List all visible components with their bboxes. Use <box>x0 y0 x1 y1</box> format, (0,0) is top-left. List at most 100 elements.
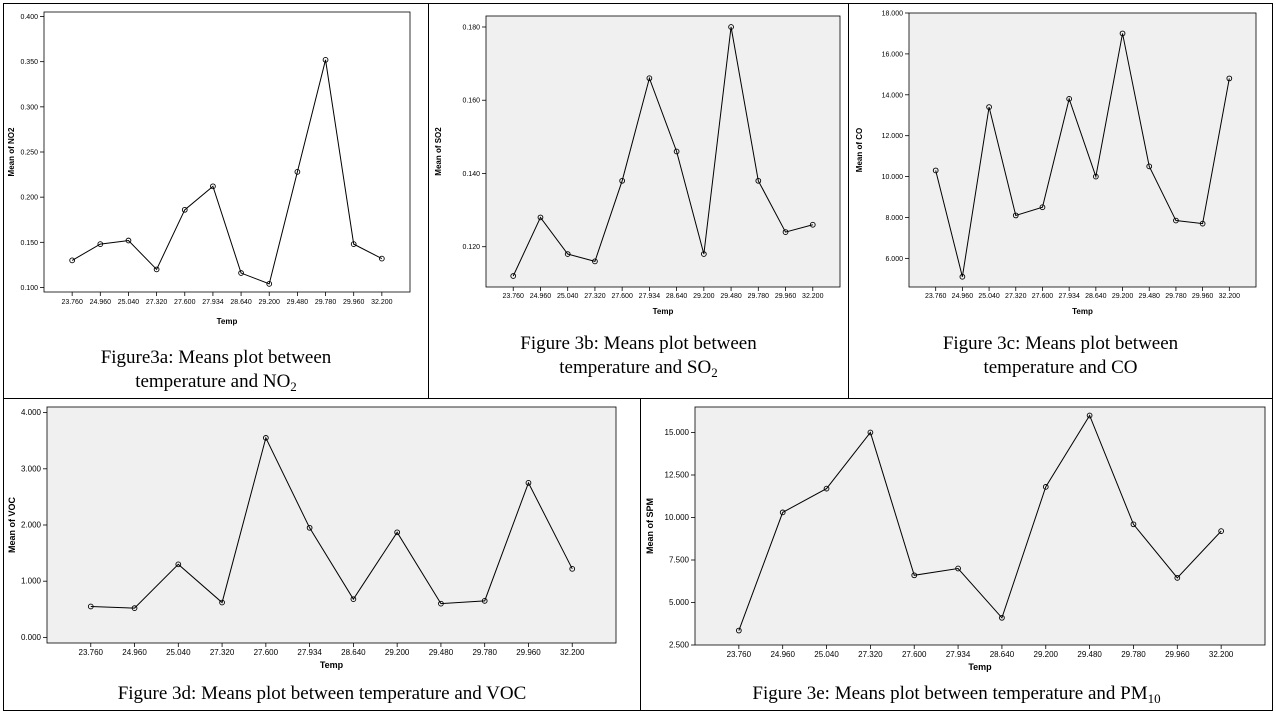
plot-area <box>46 406 617 644</box>
x-axis-label: Temp <box>1072 307 1093 316</box>
data-point <box>735 627 742 634</box>
data-point <box>175 561 182 568</box>
series-line <box>512 26 813 277</box>
data-point <box>294 169 301 175</box>
x-axis-label: Temp <box>653 307 674 316</box>
x-tick-label: 23.760 <box>61 299 83 306</box>
data-point <box>125 237 132 244</box>
plot-area <box>908 12 1257 288</box>
y-tick-label: 7.500 <box>669 556 690 565</box>
y-tick-label: 0.300 <box>20 104 38 111</box>
figure-3d: 0.000 1.000 2.000 3.000 4.000 23.760 24.960 25.… <box>4 399 640 711</box>
caption-3d-line1: Figure 3d: Means plot between temperatur… <box>117 683 527 704</box>
x-tick-label: 27.600 <box>174 299 196 306</box>
x-tick-label: 29.480 <box>1077 650 1102 659</box>
data-point <box>1199 220 1206 227</box>
series-line <box>71 59 383 285</box>
chart-3c: 6.000 8.000 10.000 12.000 14.000 16.000 18.000… <box>855 11 1257 316</box>
y-axis-label: Mean of SO2 <box>434 127 443 176</box>
y-tick-label: 15.000 <box>665 428 690 437</box>
y-tick-label: 8.000 <box>885 215 903 222</box>
data-point <box>1130 521 1137 528</box>
x-tick-label: 25.040 <box>978 293 1000 300</box>
x-tick-label: 29.960 <box>1192 293 1214 300</box>
x-axis-label: Temp <box>320 660 344 670</box>
series-line <box>738 414 1222 631</box>
x-tick-label: 28.640 <box>666 293 688 300</box>
data-point <box>131 605 138 612</box>
x-tick-label: 27.320 <box>210 648 235 657</box>
series-line <box>935 33 1230 277</box>
data-point <box>322 57 329 63</box>
data-point <box>569 565 576 572</box>
data-point <box>959 273 966 280</box>
data-point <box>999 614 1005 621</box>
caption-3b-line2-text: temperature and SO <box>559 357 712 378</box>
x-tick-label: 27.320 <box>146 299 168 306</box>
x-tick-label: 29.200 <box>259 299 281 306</box>
data-point <box>1066 96 1073 102</box>
caption-3e-subscript: 10 <box>1147 691 1161 706</box>
x-tick-label: 29.780 <box>315 299 337 306</box>
data-point <box>262 435 269 441</box>
data-point <box>911 572 918 579</box>
x-tick-label: 29.480 <box>287 299 309 306</box>
y-tick-label: 0.100 <box>20 285 38 292</box>
plot-area <box>485 15 841 288</box>
data-point <box>867 429 874 436</box>
caption-3e-line1: Figure 3e: Means plot between temperatur… <box>641 682 1272 706</box>
data-point <box>592 258 598 265</box>
x-tick-label: 28.640 <box>1085 293 1107 300</box>
col-divider-top-2 <box>848 3 849 398</box>
data-point <box>510 273 517 279</box>
caption-3a: Figure3a: Means plot between temperature… <box>4 346 428 394</box>
data-point <box>564 251 571 257</box>
series-line <box>90 436 573 609</box>
y-tick-label: 4.000 <box>21 408 42 417</box>
data-point <box>266 281 273 287</box>
y-tick-label: 10.000 <box>882 174 904 181</box>
y-axis-label: Mean of CO <box>855 128 864 172</box>
data-point <box>378 255 385 262</box>
y-axis-label: Mean of VOC <box>7 497 17 554</box>
data-point <box>986 104 992 110</box>
caption-3e-text: Figure 3e: Means plot between temperatur… <box>752 683 1148 704</box>
y-tick-label: 16.000 <box>882 51 904 58</box>
y-tick-label: 14.000 <box>882 92 904 99</box>
x-tick-label: 23.760 <box>727 650 752 659</box>
x-tick-label: 24.960 <box>122 648 147 657</box>
x-tick-label: 29.200 <box>385 648 410 657</box>
x-tick-label: 27.934 <box>202 299 224 306</box>
x-tick-label: 27.600 <box>902 650 927 659</box>
y-tick-label: 6.000 <box>885 256 903 263</box>
y-tick-label: 12.500 <box>665 471 690 480</box>
plot-area <box>43 11 411 293</box>
col-divider-top-1 <box>428 3 429 398</box>
y-tick-label: 0.200 <box>20 195 38 202</box>
x-tick-label: 29.200 <box>1034 650 1059 659</box>
caption-3a-line2-text: temperature and NO <box>135 371 291 392</box>
data-point <box>1092 173 1099 180</box>
data-point <box>87 603 94 610</box>
data-point <box>181 206 188 213</box>
data-point <box>782 229 789 235</box>
x-tick-label: 29.480 <box>429 648 454 657</box>
x-tick-label: 32.200 <box>1209 650 1234 659</box>
data-point <box>394 529 401 536</box>
y-axis-label: Mean of NO2 <box>7 127 16 176</box>
plot-area <box>694 406 1266 646</box>
chart-3e: 2.500 5.000 7.500 10.000 12.500 15.000 23.760 2… <box>645 406 1266 672</box>
x-tick-label: 23.760 <box>925 293 947 300</box>
x-tick-label: 23.760 <box>503 293 525 300</box>
y-tick-label: 0.180 <box>462 24 480 31</box>
chart-3d: 0.000 1.000 2.000 3.000 4.000 23.760 24.960 25.… <box>7 406 617 670</box>
x-tick-label: 28.640 <box>230 299 252 306</box>
x-tick-label: 25.040 <box>557 293 579 300</box>
x-tick-label: 27.934 <box>1058 293 1080 300</box>
caption-3c: Figure 3c: Means plot between temperatur… <box>849 332 1272 380</box>
caption-3b: Figure 3b: Means plot between temperatur… <box>429 332 848 380</box>
data-point <box>1226 75 1233 82</box>
x-tick-label: 29.780 <box>1121 650 1146 659</box>
chart-3b: 0.120 0.140 0.160 0.180 23.760 24.960 25.040 27… <box>434 15 841 316</box>
y-tick-label: 3.000 <box>21 464 42 473</box>
